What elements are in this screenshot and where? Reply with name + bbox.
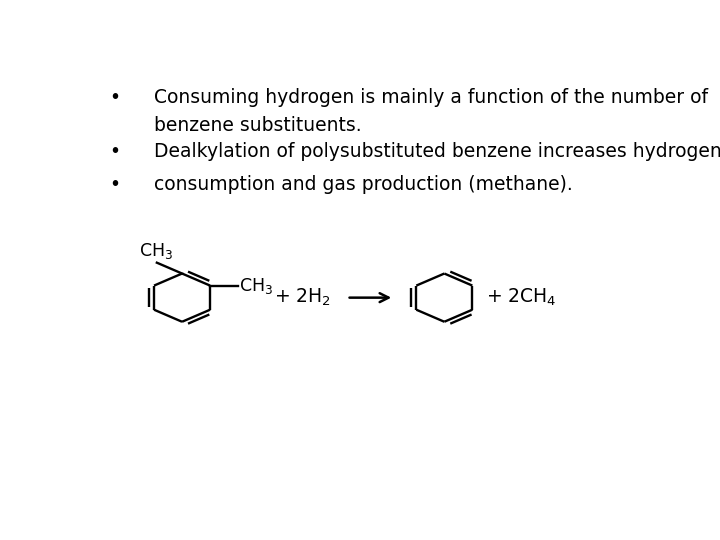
Text: Consuming hydrogen is mainly a function of the number of: Consuming hydrogen is mainly a function …	[154, 87, 708, 107]
Text: CH$_3$: CH$_3$	[239, 275, 273, 295]
Text: •: •	[109, 87, 121, 107]
Text: Dealkylation of polysubstituted benzene increases hydrogen: Dealkylation of polysubstituted benzene …	[154, 141, 720, 161]
Text: CH$_3$: CH$_3$	[139, 241, 173, 261]
Text: •: •	[109, 175, 121, 194]
Text: consumption and gas production (methane).: consumption and gas production (methane)…	[154, 175, 573, 194]
Text: + 2H$_2$: + 2H$_2$	[274, 287, 331, 308]
Text: •: •	[109, 141, 121, 161]
Text: + 2CH$_4$: + 2CH$_4$	[486, 287, 557, 308]
Text: benzene substituents.: benzene substituents.	[154, 116, 361, 134]
